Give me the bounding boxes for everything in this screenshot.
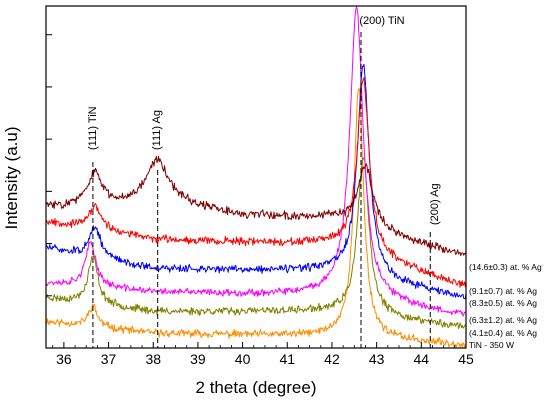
series-line-1 — [45, 157, 467, 329]
legend-label-9-1: (9.1±0.7) at. % Ag — [469, 286, 537, 296]
x-tick-label: 41 — [279, 351, 295, 367]
peak-label: (111) TiN — [87, 106, 99, 150]
series-line-4 — [45, 77, 467, 288]
series-line-0 — [45, 88, 467, 348]
legend-label-6-3: (6.3±1.2) at. % Ag — [469, 315, 537, 325]
x-tick-label: 36 — [56, 351, 72, 367]
x-tick-label: 37 — [101, 351, 117, 367]
legend: (14.6±0.3) at. % Ag (9.1±0.7) at. % Ag (… — [469, 262, 542, 350]
peak-markers: (111) TiN (111) Ag (200) TiN (200) Ag — [87, 15, 441, 348]
legend-label-8-3: (8.3±0.5) at. % Ag — [469, 298, 537, 308]
x-tick-label: 44 — [414, 351, 430, 367]
axes: 36 37 38 39 40 41 42 43 44 45 — [46, 34, 474, 367]
y-axis-title: Intensity (a.u) — [2, 127, 21, 230]
x-tick-label: 45 — [458, 351, 474, 367]
series-line-2 — [45, 6, 467, 317]
legend-label-14-6: (14.6±0.3) at. % Ag — [469, 262, 542, 272]
series-layer — [45, 6, 467, 348]
x-tick-label: 43 — [369, 351, 385, 367]
peak-label: (111) Ag — [151, 110, 163, 150]
x-tick-label: 38 — [145, 351, 161, 367]
x-tick-label: 42 — [324, 351, 340, 367]
x-tick-label: 40 — [235, 351, 251, 367]
x-tick-label: 39 — [190, 351, 206, 367]
peak-label: (200) Ag — [429, 183, 441, 225]
series-line-3 — [45, 63, 467, 300]
legend-label-tin-350w: TiN - 350 W — [469, 340, 514, 350]
legend-label-4-1: (4.1±0.4) at. % Ag — [469, 328, 537, 338]
x-axis-title: 2 theta (degree) — [196, 378, 317, 397]
series-line-5 — [45, 155, 467, 257]
peak-label: (200) TiN — [359, 15, 404, 27]
plot-frame — [45, 5, 467, 349]
